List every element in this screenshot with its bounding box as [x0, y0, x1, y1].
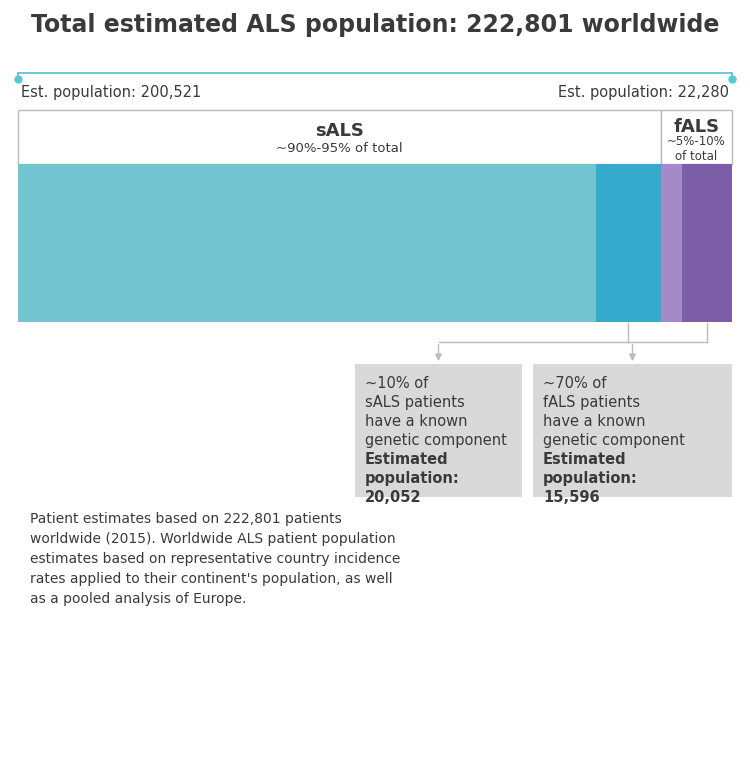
Text: ~5%-10%
of total: ~5%-10% of total	[667, 135, 726, 163]
Bar	[661, 110, 732, 164]
Text: genetic component: genetic component	[543, 433, 685, 448]
Text: sALS: sALS	[315, 121, 364, 140]
Bar	[533, 364, 732, 497]
Bar	[18, 110, 661, 164]
Text: 15,596: 15,596	[543, 490, 600, 505]
Bar	[355, 364, 522, 497]
Bar	[596, 164, 661, 322]
Text: sALS patients: sALS patients	[365, 395, 465, 410]
Text: Total estimated ALS population: 222,801 worldwide: Total estimated ALS population: 222,801 …	[31, 13, 719, 37]
Text: have a known: have a known	[543, 414, 646, 429]
Text: fALS: fALS	[674, 118, 719, 136]
Text: 20,052: 20,052	[365, 490, 422, 505]
Text: population:: population:	[543, 471, 638, 486]
Text: have a known: have a known	[365, 414, 467, 429]
Text: genetic component: genetic component	[365, 433, 507, 448]
Text: ~90%-95% of total: ~90%-95% of total	[276, 142, 403, 155]
Text: Est. population: 200,521: Est. population: 200,521	[21, 85, 201, 100]
Bar	[661, 164, 682, 322]
Text: Estimated: Estimated	[365, 452, 448, 467]
Text: Est. population: 22,280: Est. population: 22,280	[558, 85, 729, 100]
Bar	[682, 164, 732, 322]
Text: Patient estimates based on 222,801 patients
worldwide (2015). Worldwide ALS pati: Patient estimates based on 222,801 patie…	[30, 512, 401, 606]
Text: ~10% of: ~10% of	[365, 376, 428, 391]
Text: fALS patients: fALS patients	[543, 395, 640, 410]
Text: population:: population:	[365, 471, 460, 486]
Text: ~70% of: ~70% of	[543, 376, 606, 391]
Text: Estimated: Estimated	[543, 452, 627, 467]
Bar	[18, 164, 596, 322]
